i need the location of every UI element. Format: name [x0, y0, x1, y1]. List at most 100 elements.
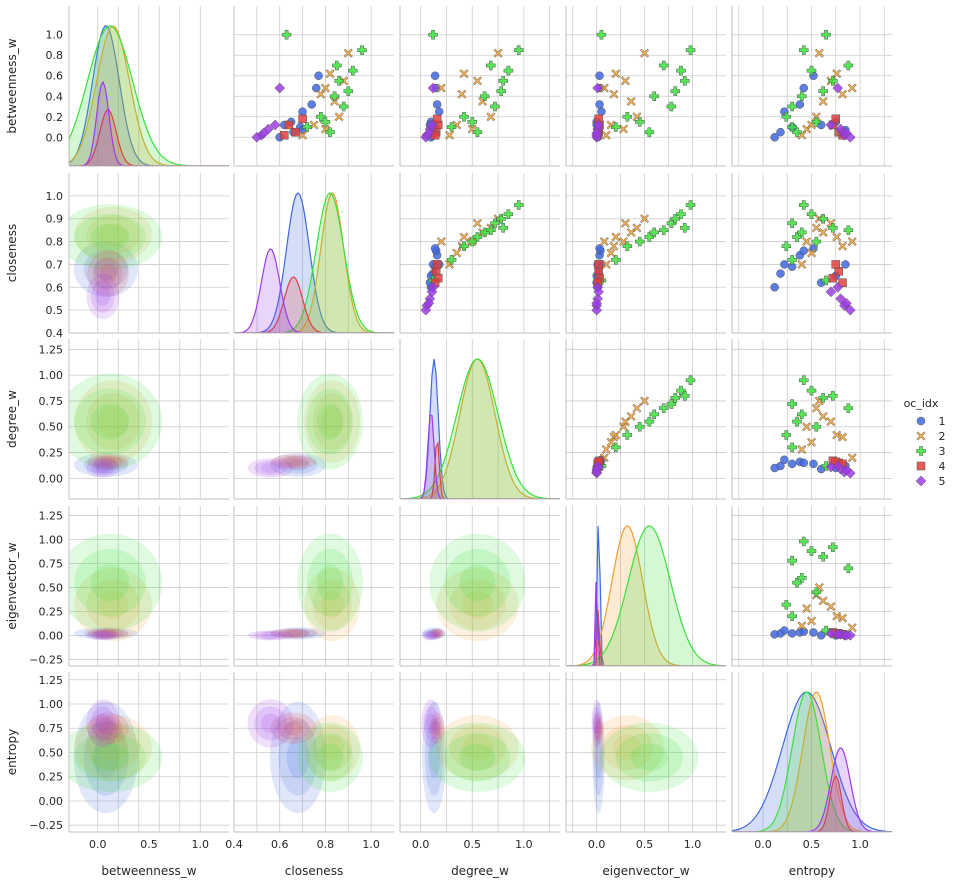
point-group-3	[428, 29, 438, 40]
panel-betweenness_w-vs-entropy	[731, 6, 892, 167]
legend-marker-5	[915, 475, 927, 487]
density-contour-group-3	[631, 743, 668, 771]
kde-curve-group-2	[566, 525, 726, 666]
density-contour-group-5	[421, 630, 441, 641]
legend-label-2: 2	[939, 430, 946, 443]
panel-closeness-vs-degree_w	[399, 173, 560, 334]
point-group-3	[446, 122, 457, 132]
y-tick-label: 1.00	[39, 369, 64, 382]
density-contour-group-1	[73, 627, 139, 640]
panel-background	[566, 339, 726, 499]
density-contour-group-4	[431, 629, 444, 638]
point-group-3	[446, 255, 457, 265]
legend-marker-2	[916, 431, 926, 441]
panel-background	[566, 506, 726, 666]
point-group-3	[685, 375, 696, 386]
kde-curve-group-2	[234, 192, 394, 333]
density-contour-group-3	[459, 743, 496, 771]
point-group-3	[818, 86, 828, 96]
panel-grid: 0.00.20.40.60.81.00.40.50.60.70.80.91.00…	[29, 6, 892, 851]
point-group-5	[841, 297, 852, 309]
point-group-3	[680, 223, 690, 233]
panel-closeness-vs-betweenness_w: 0.4 0.5 0.6 0.7 0.8 0.9 1.0	[46, 173, 229, 340]
point-group-2	[620, 218, 630, 228]
panel-betweenness_w-vs-eigenvector_w	[565, 6, 726, 167]
point-group-5	[825, 628, 837, 639]
point-group-3	[781, 241, 792, 251]
panel-degree_w-vs-betweenness_w: 0.00 0.25 0.50 0.75 1.00 1.25	[39, 339, 229, 500]
density-contour-group-2	[448, 579, 506, 630]
point-group-5	[844, 304, 856, 316]
point-group-3	[843, 563, 854, 574]
point-group-3	[281, 29, 292, 40]
point-group-3	[828, 391, 838, 401]
density-contour-group-5	[591, 699, 602, 748]
panel-background	[69, 339, 229, 499]
density-contour-group-3	[297, 722, 363, 793]
point-group-2	[837, 241, 848, 251]
y-tick-label: 0.75	[39, 395, 64, 408]
density-contour-group-5	[254, 460, 287, 476]
density-contour-group-5	[95, 286, 111, 307]
point-group-3	[513, 200, 524, 210]
point-group-2	[334, 112, 344, 122]
point-group-5	[591, 464, 603, 476]
point-group-2	[452, 248, 462, 258]
panel-closeness-vs-entropy	[731, 173, 892, 334]
point-group-2	[626, 227, 636, 237]
density-contour-group-5	[425, 713, 437, 734]
point-group-3	[325, 127, 335, 137]
density-contour-group-5	[247, 630, 294, 641]
panel-background	[234, 173, 394, 333]
density-contour-group-5	[90, 460, 115, 476]
density-contour-group-5	[95, 713, 111, 734]
point-group-3	[797, 573, 807, 583]
density-contour-group-4	[93, 257, 123, 290]
point-group-3	[644, 232, 655, 242]
point-group-1	[787, 629, 797, 638]
panel-content	[234, 192, 394, 333]
point-group-3	[635, 236, 645, 247]
legend-label-4: 4	[939, 460, 946, 473]
density-contour-group-5	[592, 706, 602, 741]
point-group-3	[611, 442, 621, 453]
point-group-3	[343, 86, 354, 96]
density-contour-group-2	[590, 715, 664, 781]
y-tick-label: 1.25	[39, 510, 64, 523]
density-contour-group-5	[86, 630, 120, 641]
point-group-3	[821, 29, 831, 40]
point-group-2	[826, 602, 836, 612]
density-contour-group-4	[270, 712, 317, 744]
point-group-5	[427, 82, 439, 94]
x-tick-label: 0.0	[89, 838, 107, 851]
density-contour-group-3	[90, 403, 130, 440]
point-group-3	[596, 29, 607, 40]
panel-betweenness_w-vs-degree_w	[399, 6, 560, 167]
density-contour-group-1	[428, 629, 441, 638]
density-contour-group-2	[74, 715, 152, 781]
point-group-5	[274, 82, 286, 94]
point-group-1	[770, 630, 779, 639]
point-group-3	[787, 101, 797, 112]
x-tick-label: 0.4	[225, 838, 243, 851]
panel-content	[591, 200, 696, 316]
kde-curve-group-4	[69, 109, 229, 166]
point-group-3	[818, 213, 828, 224]
point-group-3	[498, 223, 508, 233]
point-group-3	[685, 45, 696, 55]
point-group-3	[676, 65, 686, 76]
point-group-2	[472, 76, 482, 86]
point-group-3	[611, 122, 621, 132]
kde-curve-group-5	[69, 80, 229, 166]
panel-background	[732, 6, 892, 166]
panel-content	[247, 533, 363, 642]
density-contour-group-4	[429, 628, 445, 639]
point-group-2	[606, 437, 616, 447]
kde-curve-group-4	[400, 440, 560, 499]
y-tick-label: −0.25	[29, 653, 63, 666]
point-group-1	[770, 283, 779, 292]
panel-betweenness_w-vs-closeness	[233, 6, 394, 167]
point-group-2	[620, 76, 630, 86]
density-contour-group-2	[312, 579, 352, 630]
legend-marker-3	[916, 446, 926, 456]
